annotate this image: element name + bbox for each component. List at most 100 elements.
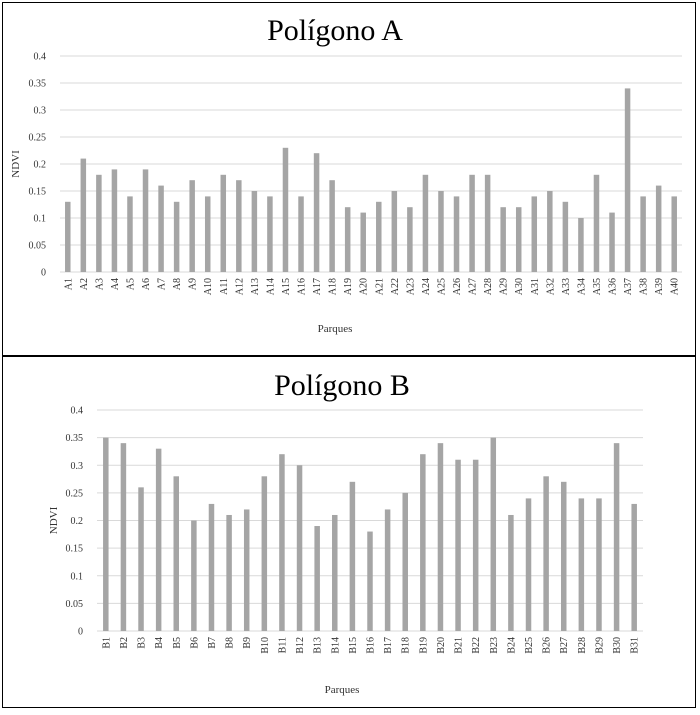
- polygon-a-bar: [220, 174, 227, 272]
- polygon-a-bar: [329, 180, 335, 272]
- polygon-a-bar: [655, 185, 662, 272]
- polygon-a-bar: [376, 201, 382, 272]
- polygon-a-bar: [111, 169, 118, 272]
- polygon-b-x-tick-label: B27: [559, 637, 570, 654]
- polygon-b-bar: [243, 509, 250, 631]
- polygon-b-x-tick-label: B17: [383, 637, 394, 654]
- polygon-a-x-tick-label: A20: [359, 278, 370, 295]
- polygon-b-x-tick-label: B7: [207, 637, 218, 649]
- polygon-a-x-tick-label: A34: [576, 278, 587, 295]
- polygon-b-x-tick-label: B20: [436, 637, 447, 654]
- polygon-b-bar: [120, 443, 127, 631]
- polygon-a-bar: [189, 180, 195, 272]
- polygon-b-x-tick-label: B6: [189, 637, 200, 649]
- polygon-a-bar: [484, 174, 491, 272]
- polygon-a-bar: [593, 174, 600, 272]
- polygon-b-y-tick-label: 0.25: [66, 488, 84, 499]
- polygon-b-bar: [208, 503, 215, 631]
- polygon-b-bar: [367, 531, 373, 631]
- polygon-a-x-tick-label: A8: [172, 278, 183, 290]
- polygon-a-y-axis-label: NDVI: [10, 150, 22, 178]
- polygon-b-bar: [525, 498, 532, 631]
- polygon-a-y-tick-label: 0: [41, 268, 46, 279]
- polygon-b-x-tick-label: B31: [630, 637, 641, 654]
- polygon-b-x-tick-label: B29: [594, 637, 605, 654]
- polygon-a-x-tick-label: A13: [250, 278, 261, 295]
- polygon-b-bar: [332, 514, 338, 631]
- chart-svg-polygon-b: Polígono B 0 0.05 0.1 0.15 0.2 0.25 0.3 0.35 0.4 B…: [48, 369, 643, 696]
- polygon-b-x-tick-label: B1: [101, 637, 112, 649]
- polygon-b-x-tick-label: B14: [330, 637, 341, 654]
- polygon-a-x-tick-label: A29: [499, 278, 510, 295]
- polygon-b-x-tick-label: B16: [366, 637, 377, 654]
- polygon-a-x-tick-label: A19: [343, 278, 354, 295]
- polygon-b-x-tick-label: B22: [471, 637, 482, 654]
- polygon-a-x-tick-label: A26: [452, 278, 463, 295]
- polygon-b-x-tick-label: B4: [154, 637, 165, 649]
- polygon-a-y-tick-label: 0.3: [34, 106, 47, 117]
- polygon-a-bar: [313, 153, 320, 272]
- polygon-b-bar: [543, 476, 549, 631]
- polygon-a-bar: [609, 212, 615, 272]
- polygon-a-x-tick-label: A21: [374, 278, 385, 295]
- polygon-a-x-tick-label: A40: [670, 278, 681, 295]
- polygon-a-x-tick-label: A11: [219, 278, 230, 295]
- polygon-b-bar: [384, 509, 391, 631]
- polygon-a-x-tick-label: A6: [141, 278, 152, 290]
- polygon-b-bar: [472, 459, 479, 631]
- polygon-b-bar: [261, 476, 268, 631]
- polygon-a-bar: [671, 196, 677, 272]
- polygon-b-bar: [437, 443, 444, 631]
- polygon-a-bar: [344, 207, 351, 272]
- polygon-a-bar: [391, 191, 398, 272]
- polygon-a-x-tick-label: A16: [297, 278, 308, 295]
- polygon-a-x-tick-label: A25: [436, 278, 447, 295]
- polygon-b-bar: [455, 459, 461, 631]
- polygon-a-bar: [251, 191, 258, 272]
- polygon-b-x-tick-label: B21: [454, 637, 465, 654]
- polygon-b-x-axis-label: Parques: [325, 684, 360, 696]
- polygon-b-bar: [631, 503, 637, 631]
- polygon-b-bar: [173, 476, 180, 631]
- polygon-b-bar: [596, 498, 602, 631]
- polygon-a-bar: [469, 174, 475, 272]
- polygon-b-x-tick-label: B12: [295, 637, 306, 654]
- polygon-b-x-tick-label: B10: [260, 637, 271, 654]
- polygon-a-x-tick-label: A7: [157, 278, 168, 290]
- polygon-a-bar: [500, 207, 506, 272]
- polygon-b-x-tick-label: B26: [542, 637, 553, 654]
- polygon-a-bar: [142, 169, 149, 272]
- polygon-b-y-axis-label: NDVI: [48, 506, 60, 534]
- polygon-a-bar: [422, 174, 429, 272]
- polygon-a-x-tick-label: A23: [405, 278, 416, 295]
- polygon-a-bar: [547, 191, 553, 272]
- polygon-a-x-tick-label: A39: [654, 278, 665, 295]
- polygon-b-bar: [578, 498, 585, 631]
- polygon-a-x-tick-label: A10: [203, 278, 214, 295]
- polygon-a-bar: [173, 201, 180, 272]
- chart-svg-polygon-a: Polígono A 0 0.05 0.1 0.15 0.2 0.25 0.3 0.35 0.4 A…: [10, 14, 682, 335]
- polygon-a-x-axis-label: Parques: [318, 323, 353, 335]
- polygon-b-bar: [296, 465, 303, 631]
- polygon-b-x-tick-label: B30: [612, 637, 623, 654]
- polygon-b-bar: [155, 448, 162, 631]
- polygon-b-y-tick-label: 0.2: [71, 516, 84, 527]
- polygon-a-bar: [96, 174, 102, 272]
- polygon-a-y-tick-label: 0.35: [29, 79, 47, 90]
- polygon-a-y-tick-label: 0.1: [34, 214, 47, 225]
- polygon-b-x-tick-label: B28: [577, 637, 588, 654]
- polygon-a-bar: [158, 185, 164, 272]
- polygon-a-bar: [236, 180, 242, 272]
- polygon-a-bar: [127, 196, 133, 272]
- polygon-b-y-tick-label: 0.3: [71, 461, 84, 472]
- polygon-b-x-tick-label: B11: [277, 637, 288, 653]
- polygon-a-x-tick-label: A12: [234, 278, 245, 295]
- polygon-a-x-tick-label: A3: [94, 278, 105, 290]
- polygon-a-bar: [453, 196, 460, 272]
- polygon-b-x-tick-label: B19: [418, 637, 429, 654]
- polygon-a-bar: [515, 207, 522, 272]
- polygon-a-x-tick-label: A31: [530, 278, 541, 295]
- polygon-a-bar: [438, 191, 444, 272]
- polygon-a-x-tick-label: A18: [328, 278, 339, 295]
- polygon-a-x-tick-label: A37: [623, 278, 634, 295]
